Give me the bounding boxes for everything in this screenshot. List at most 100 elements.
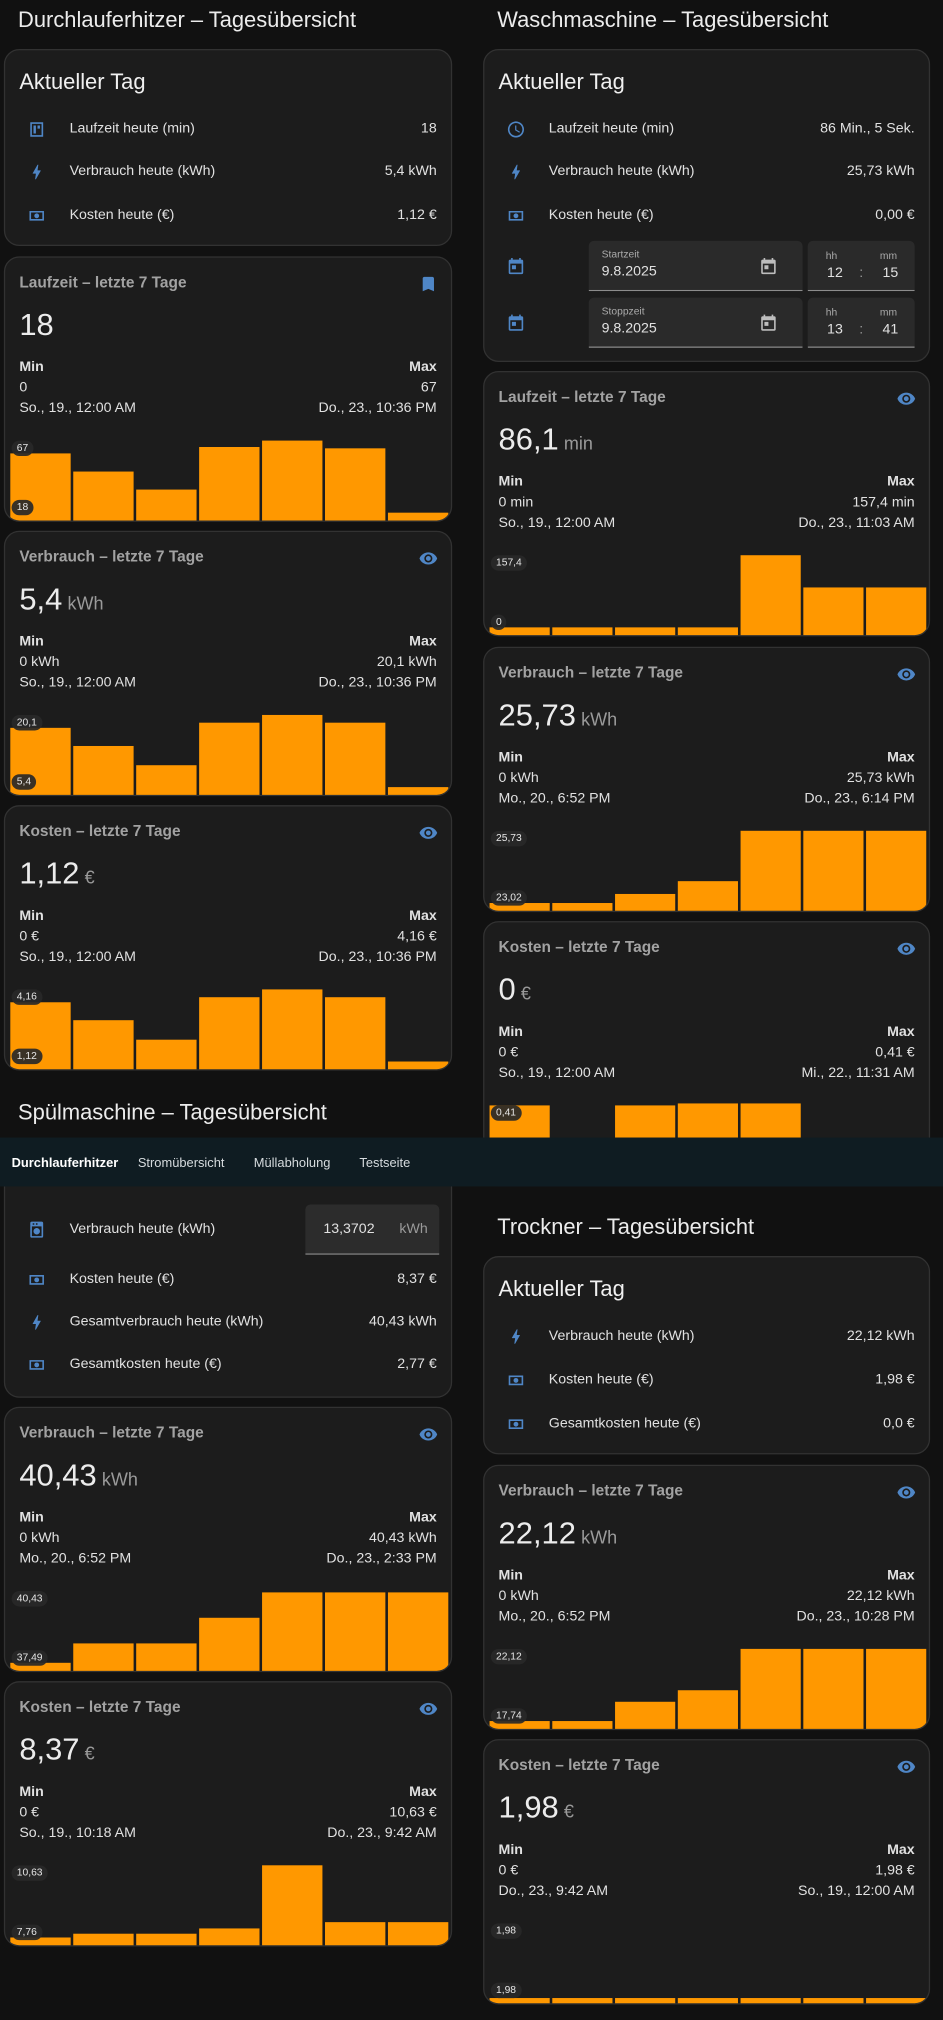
graph-card: Verbrauch – letzte 7 Tage 22,12 kWh Min Max 0… [483,1464,931,1731]
graph-name: Laufzeit – letzte 7 Tage [498,388,666,407]
current-value: 86,1 min [499,420,593,465]
bar [387,1592,449,1671]
min-title: Min [19,633,44,650]
icon-eye [419,826,438,839]
icon-shape [897,667,916,680]
bar [387,512,449,521]
bar [10,1662,71,1671]
max-title: Max [409,1784,437,1800]
bar [615,893,676,911]
section-heading: Waschmaschine – Tagesübersicht [497,7,829,33]
max-value: 22,12 kWh [846,1588,915,1604]
time-field[interactable]: hh mm 12: 15 [807,240,915,292]
current-value: 22,12 kWh [499,1514,618,1559]
entities-card: Aktueller Tag Laufzeit heute (min) 18 Verbr… [3,48,453,247]
min-title: Min [19,359,44,375]
max-chip: 0,41 [490,1105,522,1121]
entity-label: Verbrauch heute (kWh) [69,1221,216,1237]
icon-shape [508,314,524,331]
tab[interactable]: Stromübersicht [137,1156,225,1171]
tab[interactable]: Testseite [359,1156,411,1171]
bar [740,1998,801,2004]
card-title: Aktueller Tag [498,1276,625,1302]
max-chip: 67 [11,440,34,457]
icon-cash [29,210,44,220]
bar [803,587,864,636]
min-time: Mo., 20., 6:52 PM [19,1550,132,1567]
icon-shape [761,257,776,274]
input-unit: kWh [399,1221,428,1237]
max-time: Do., 23., 10:36 PM [318,674,437,691]
tab[interactable]: Durchlauferhitzer [11,1156,119,1171]
icon-shape [511,1328,520,1344]
date-value: 9.8.2025 [601,320,657,337]
bar [615,1701,676,1729]
bar [803,1998,864,2004]
icon-shape [29,1359,44,1370]
min-chip: 23,02 [490,890,527,906]
icon-shape [897,392,916,405]
unit: kWh [67,592,104,614]
icon-shape [30,121,44,137]
minute-value: 41 [882,321,899,338]
icon-shape [30,1220,44,1238]
max-time: Mi., 22., 11:31 AM [801,1065,915,1081]
min-chip: 5,4 [11,774,37,790]
bar [803,830,864,911]
min-title: Min [498,473,523,490]
tab[interactable]: Müllabholung [253,1156,331,1171]
icon-bookmark [422,276,434,291]
icon-shape [32,164,41,179]
min-chip: 1,12 [11,1048,42,1065]
value: 40,43 [19,1458,97,1494]
bar [677,881,738,911]
max-title: Max [887,473,915,490]
number-input[interactable]: 13,3702 kWh [305,1204,440,1255]
min-value: 0 € [498,1044,519,1061]
max-value: 10,63 € [389,1804,437,1821]
icon-shape [508,210,524,220]
date-value: 9.8.2025 [601,263,657,280]
icon-shape [419,826,438,839]
max-title: Max [887,749,915,766]
date-field[interactable]: Startzeit 9.8.2025 [588,240,803,292]
entity-label: Kosten heute (€) [548,1371,654,1388]
icon-cash [29,1274,44,1285]
min-title: Min [19,1509,44,1526]
bar [325,1922,386,1946]
bar-graph [10,1865,449,1946]
minute-label: mm [879,249,898,262]
graph-card: Verbrauch – letzte 7 Tage 25,73 kWh Min Max 0… [483,646,931,913]
entity-value: 1,98 € [875,1371,915,1388]
unit: € [563,1800,574,1822]
unit: min [563,432,593,454]
graph-card: Laufzeit – letzte 7 Tage 18 Min Max 0 67 So., … [3,256,453,522]
value: 18 [19,307,54,343]
icon-shape [508,1374,524,1385]
icon-dish [30,1220,44,1238]
max-title: Max [887,1023,915,1040]
min-chip: 1,98 [490,1982,522,1999]
tab-bar: Durchlauferhitzer Stromübersicht Müllabhol… [0,1137,943,1187]
value: 5,4 [19,582,63,618]
value: 8,37 [19,1732,80,1768]
date-field[interactable]: Stoppzeit 9.8.2025 [588,297,803,348]
graph-card: Kosten – letzte 7 Tage 1,12 € Min Max 0 €4,16… [3,805,453,1071]
icon-bolt [32,164,41,179]
value: 22,12 [498,1516,576,1552]
min-time: Mo., 20., 6:52 PM [498,1608,611,1625]
value: 0 [498,972,516,1008]
time-separator: : [859,265,864,281]
time-field[interactable]: hh mm 13: 41 [807,297,915,348]
max-time: So., 19., 12:00 AM [798,1883,915,1899]
min-value: 0 min [498,494,534,510]
current-value: 8,37 € [19,1730,94,1775]
bar [552,903,613,911]
icon-eye [419,1702,438,1715]
icon-eye [897,942,916,955]
unit: kWh [581,708,618,730]
bar [136,1643,197,1671]
icon-cash [508,1374,524,1385]
max-value: 20,1 kWh [376,654,437,670]
max-time: Do., 23., 10:28 PM [796,1608,915,1625]
